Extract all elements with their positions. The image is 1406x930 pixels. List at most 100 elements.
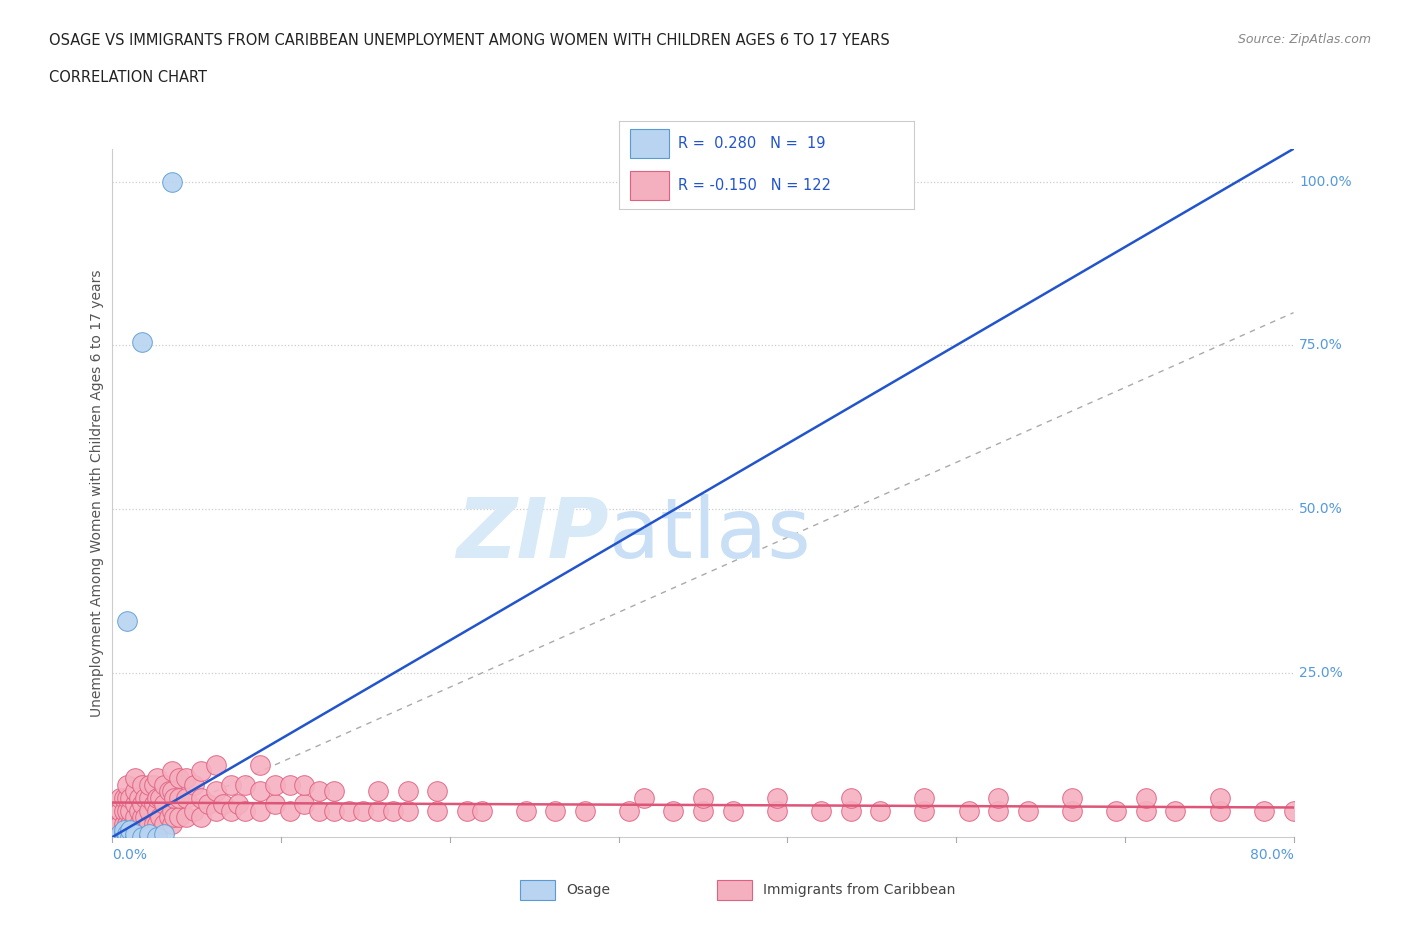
Point (142, 817, 165, 831)
Point (367, 804, 389, 818)
Point (120, 823, 142, 838)
Point (174, 790, 197, 805)
Point (120, 790, 142, 805)
Point (219, 777, 242, 792)
Point (112, 790, 135, 805)
Point (692, 790, 714, 805)
Point (426, 784, 449, 799)
Point (120, 804, 142, 818)
Point (112, 817, 135, 831)
Text: atlas: atlas (609, 494, 810, 575)
Point (157, 784, 180, 799)
Point (382, 804, 405, 818)
Point (337, 804, 360, 818)
Point (112, 826, 135, 841)
Point (914, 790, 936, 805)
Point (163, 790, 186, 805)
Text: 0.0%: 0.0% (112, 848, 148, 862)
Point (131, 830, 153, 844)
Point (163, 810, 186, 825)
Point (183, 777, 205, 792)
Point (810, 804, 832, 818)
Point (1017, 804, 1039, 818)
Point (249, 804, 271, 818)
Point (124, 810, 146, 825)
Point (662, 804, 685, 818)
Point (633, 790, 655, 805)
Point (138, 826, 160, 841)
Point (544, 804, 567, 818)
Point (124, 823, 146, 838)
Point (138, 830, 160, 844)
Point (134, 810, 156, 825)
Point (987, 790, 1010, 805)
Point (112, 804, 135, 818)
Text: 25.0%: 25.0% (1299, 666, 1343, 680)
Point (957, 804, 980, 818)
Point (142, 777, 165, 792)
Point (212, 797, 235, 812)
Point (160, 817, 183, 831)
Point (766, 790, 789, 805)
Point (197, 797, 219, 812)
Point (396, 784, 419, 799)
Point (869, 804, 891, 818)
Point (157, 810, 180, 825)
Point (131, 777, 153, 792)
Point (134, 790, 156, 805)
Point (174, 771, 197, 786)
Point (249, 784, 271, 799)
Point (112, 830, 135, 844)
Text: Source: ZipAtlas.com: Source: ZipAtlas.com (1237, 33, 1371, 46)
Text: 50.0%: 50.0% (1299, 502, 1343, 516)
Point (146, 830, 169, 844)
Point (149, 810, 172, 825)
Point (766, 804, 789, 818)
Point (117, 613, 138, 628)
Point (987, 804, 1010, 818)
Point (160, 764, 183, 779)
Text: R = -0.150   N = 122: R = -0.150 N = 122 (678, 179, 831, 193)
Point (308, 784, 330, 799)
Point (233, 804, 256, 818)
Point (619, 804, 641, 818)
Point (1282, 804, 1305, 818)
Point (153, 826, 176, 841)
Point (426, 804, 449, 818)
Point (190, 764, 212, 779)
Point (146, 817, 169, 831)
Point (124, 830, 146, 844)
Point (138, 817, 160, 831)
Point (205, 757, 228, 772)
Point (249, 757, 271, 772)
Point (167, 790, 190, 805)
Point (323, 804, 346, 818)
Point (124, 784, 146, 799)
Point (124, 771, 146, 786)
Point (108, 790, 131, 805)
Point (131, 810, 153, 825)
Point (515, 804, 537, 818)
Text: 75.0%: 75.0% (1299, 339, 1343, 352)
Point (142, 797, 165, 812)
Point (456, 804, 478, 818)
Point (470, 804, 494, 818)
Text: CORRELATION CHART: CORRELATION CHART (49, 70, 207, 85)
Point (153, 777, 176, 792)
Y-axis label: Unemployment Among Women with Children Ages 6 to 17 years: Unemployment Among Women with Children A… (90, 269, 104, 717)
Point (190, 810, 212, 825)
Point (1135, 790, 1157, 805)
Text: 100.0%: 100.0% (1299, 175, 1351, 189)
Point (160, 804, 183, 818)
Point (131, 823, 153, 838)
Point (160, 784, 183, 799)
Point (128, 817, 150, 831)
Bar (630, 129, 669, 158)
Point (183, 804, 205, 818)
Text: ZIP: ZIP (456, 494, 609, 575)
Point (108, 804, 131, 818)
Point (1105, 804, 1128, 818)
Point (167, 810, 190, 825)
Point (1208, 790, 1232, 805)
Point (153, 797, 176, 812)
